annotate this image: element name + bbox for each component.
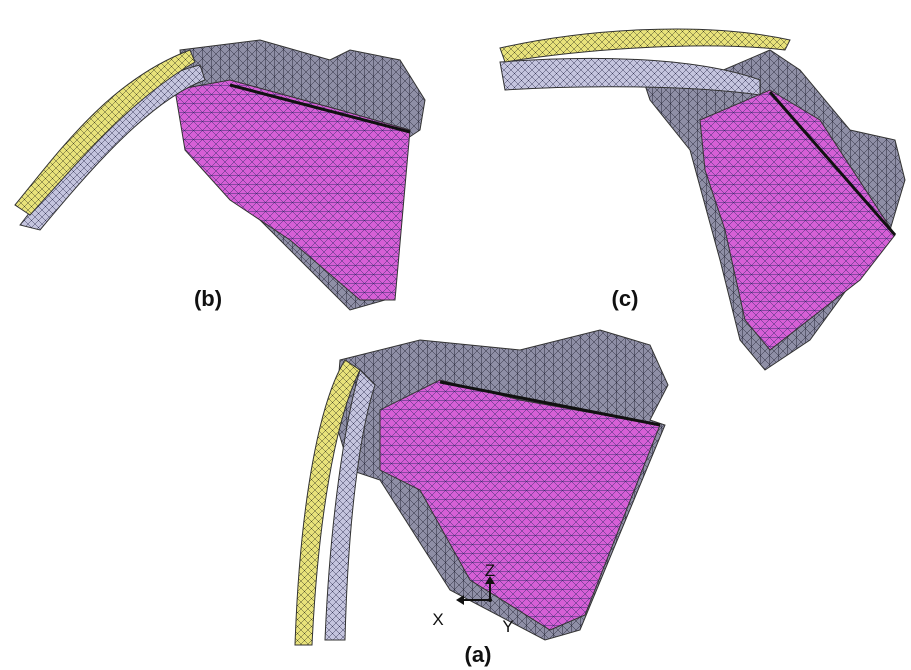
tendon-lavender <box>20 65 205 230</box>
figure: (b) (c) (a) Z X Y <box>0 0 911 670</box>
y-dot <box>488 598 492 602</box>
panel-label: (c) <box>612 286 639 311</box>
axis-label: Z <box>485 561 495 580</box>
page: (b) (c) (a) Z X Y (() => { const data = … <box>0 0 911 670</box>
panel-a: (a) <box>295 330 668 667</box>
muscle-mesh <box>700 90 895 350</box>
tendon-yellow <box>500 29 790 62</box>
panel-b: (b) <box>15 40 425 311</box>
axis-label: X <box>432 610 443 629</box>
tendon-yellow <box>15 50 195 215</box>
tendon-lavender <box>500 58 760 95</box>
panel-label: (a) <box>465 642 492 667</box>
panel-c: (c) <box>500 29 905 370</box>
x-arrowhead <box>456 595 464 605</box>
panel-label: (b) <box>194 286 222 311</box>
axis-label: Y <box>502 617 513 636</box>
